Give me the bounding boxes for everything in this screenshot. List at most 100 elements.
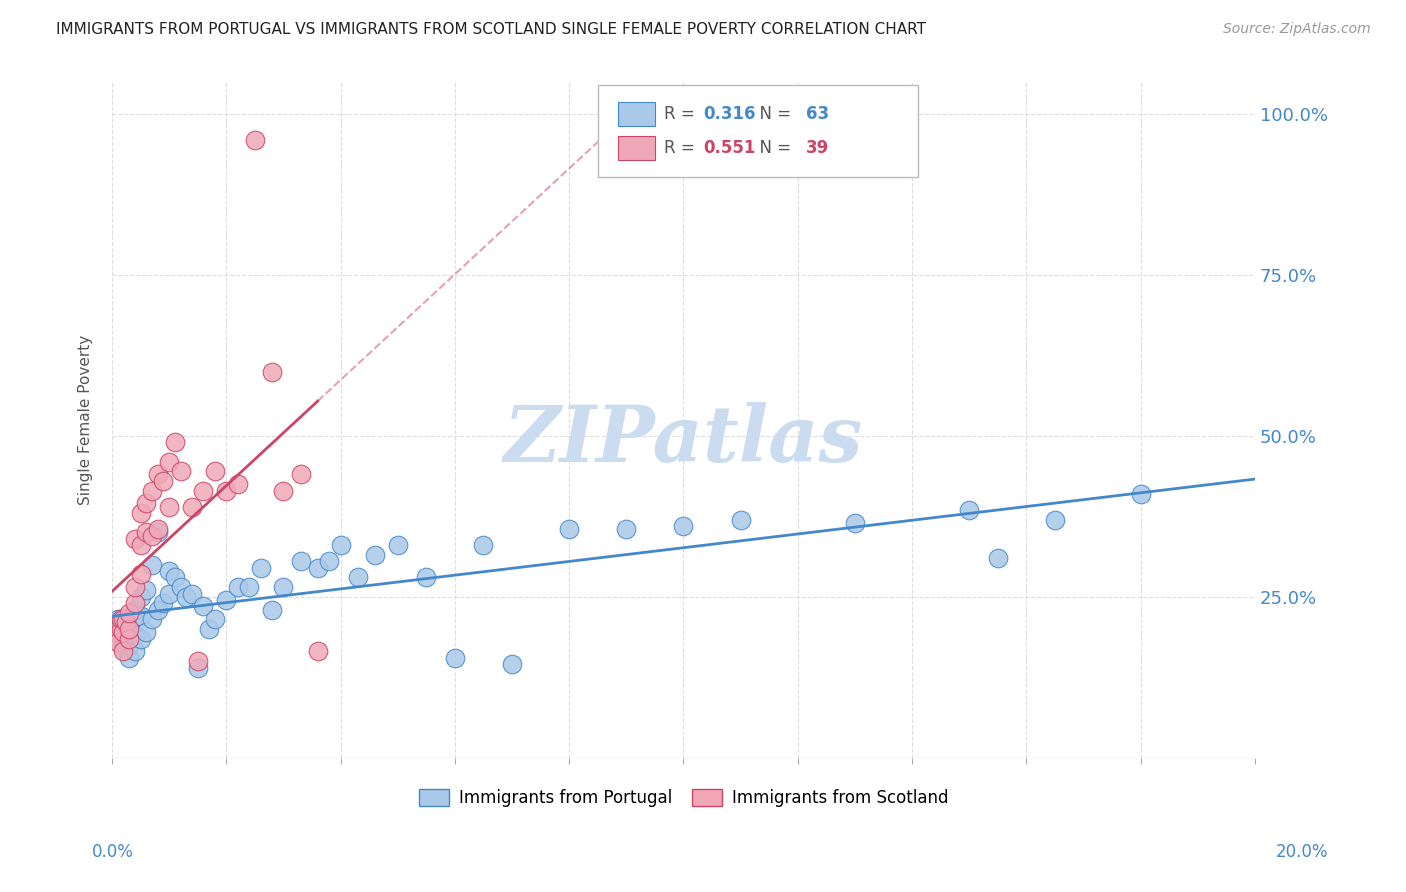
Point xyxy=(307,644,329,658)
Point xyxy=(238,580,260,594)
Text: 0.551: 0.551 xyxy=(703,139,755,157)
Point xyxy=(107,632,129,646)
Point xyxy=(141,528,163,542)
Point xyxy=(157,586,180,600)
Point xyxy=(152,474,174,488)
Point xyxy=(444,651,467,665)
Point xyxy=(135,525,157,540)
Point xyxy=(104,622,127,636)
Point xyxy=(387,538,409,552)
Point xyxy=(243,133,266,147)
Point xyxy=(558,522,581,536)
Point xyxy=(249,561,271,575)
Point xyxy=(290,554,312,568)
Point xyxy=(124,628,146,642)
Point xyxy=(273,483,295,498)
Point xyxy=(181,586,204,600)
Point xyxy=(135,625,157,640)
Point xyxy=(260,364,283,378)
Point xyxy=(273,580,295,594)
FancyBboxPatch shape xyxy=(598,86,918,177)
Point xyxy=(141,612,163,626)
Point xyxy=(152,596,174,610)
Point xyxy=(987,551,1010,566)
Text: 39: 39 xyxy=(806,139,830,157)
Point xyxy=(107,635,129,649)
Point xyxy=(135,496,157,510)
Point xyxy=(181,500,204,514)
Point xyxy=(112,641,135,656)
Point xyxy=(318,554,340,568)
Point xyxy=(364,548,387,562)
Point xyxy=(226,580,249,594)
Point xyxy=(112,612,135,626)
Point xyxy=(124,580,146,594)
Point xyxy=(730,512,752,526)
Point xyxy=(124,532,146,546)
Point xyxy=(169,464,191,478)
Point xyxy=(1129,487,1152,501)
Point xyxy=(329,538,352,552)
Point xyxy=(112,612,135,626)
Point xyxy=(844,516,866,530)
Point xyxy=(112,625,135,640)
Point xyxy=(110,622,132,636)
Point xyxy=(169,580,191,594)
Point xyxy=(104,625,127,640)
Point xyxy=(157,500,180,514)
Point xyxy=(141,483,163,498)
FancyBboxPatch shape xyxy=(619,103,655,127)
Point xyxy=(193,483,215,498)
Text: R =: R = xyxy=(664,139,700,157)
Point xyxy=(129,506,152,520)
Point xyxy=(118,622,141,636)
Point xyxy=(118,638,141,652)
Point xyxy=(157,564,180,578)
Point xyxy=(110,615,132,630)
Text: N =: N = xyxy=(748,139,796,157)
Point xyxy=(118,651,141,665)
Point xyxy=(121,612,143,626)
Text: 20.0%: 20.0% xyxy=(1277,843,1329,861)
Point xyxy=(118,632,141,646)
Point xyxy=(135,583,157,598)
Point xyxy=(124,602,146,616)
Point xyxy=(204,464,226,478)
Point xyxy=(472,538,495,552)
Point xyxy=(146,522,169,536)
Point xyxy=(146,467,169,482)
Point xyxy=(260,602,283,616)
Point xyxy=(163,570,186,584)
Text: R =: R = xyxy=(664,105,700,123)
Point xyxy=(226,477,249,491)
Point xyxy=(215,593,238,607)
Point xyxy=(141,558,163,572)
Point xyxy=(129,538,152,552)
Point xyxy=(187,654,209,668)
Point xyxy=(146,602,169,616)
Point xyxy=(107,612,129,626)
Point xyxy=(129,590,152,604)
Point xyxy=(204,612,226,626)
Point xyxy=(290,467,312,482)
Point xyxy=(1043,512,1066,526)
Point xyxy=(112,644,135,658)
Point xyxy=(193,599,215,614)
Point xyxy=(157,454,180,468)
Point xyxy=(415,570,437,584)
Point xyxy=(112,625,135,640)
Point xyxy=(115,615,138,630)
Point xyxy=(957,503,980,517)
Point xyxy=(115,625,138,640)
Point xyxy=(124,596,146,610)
Text: N =: N = xyxy=(748,105,796,123)
Text: 63: 63 xyxy=(806,105,830,123)
Point xyxy=(129,567,152,582)
Point xyxy=(346,570,368,584)
Point xyxy=(501,657,523,672)
Point xyxy=(118,606,141,620)
Point xyxy=(215,483,238,498)
Point xyxy=(198,622,221,636)
Point xyxy=(187,660,209,674)
Point xyxy=(129,609,152,624)
